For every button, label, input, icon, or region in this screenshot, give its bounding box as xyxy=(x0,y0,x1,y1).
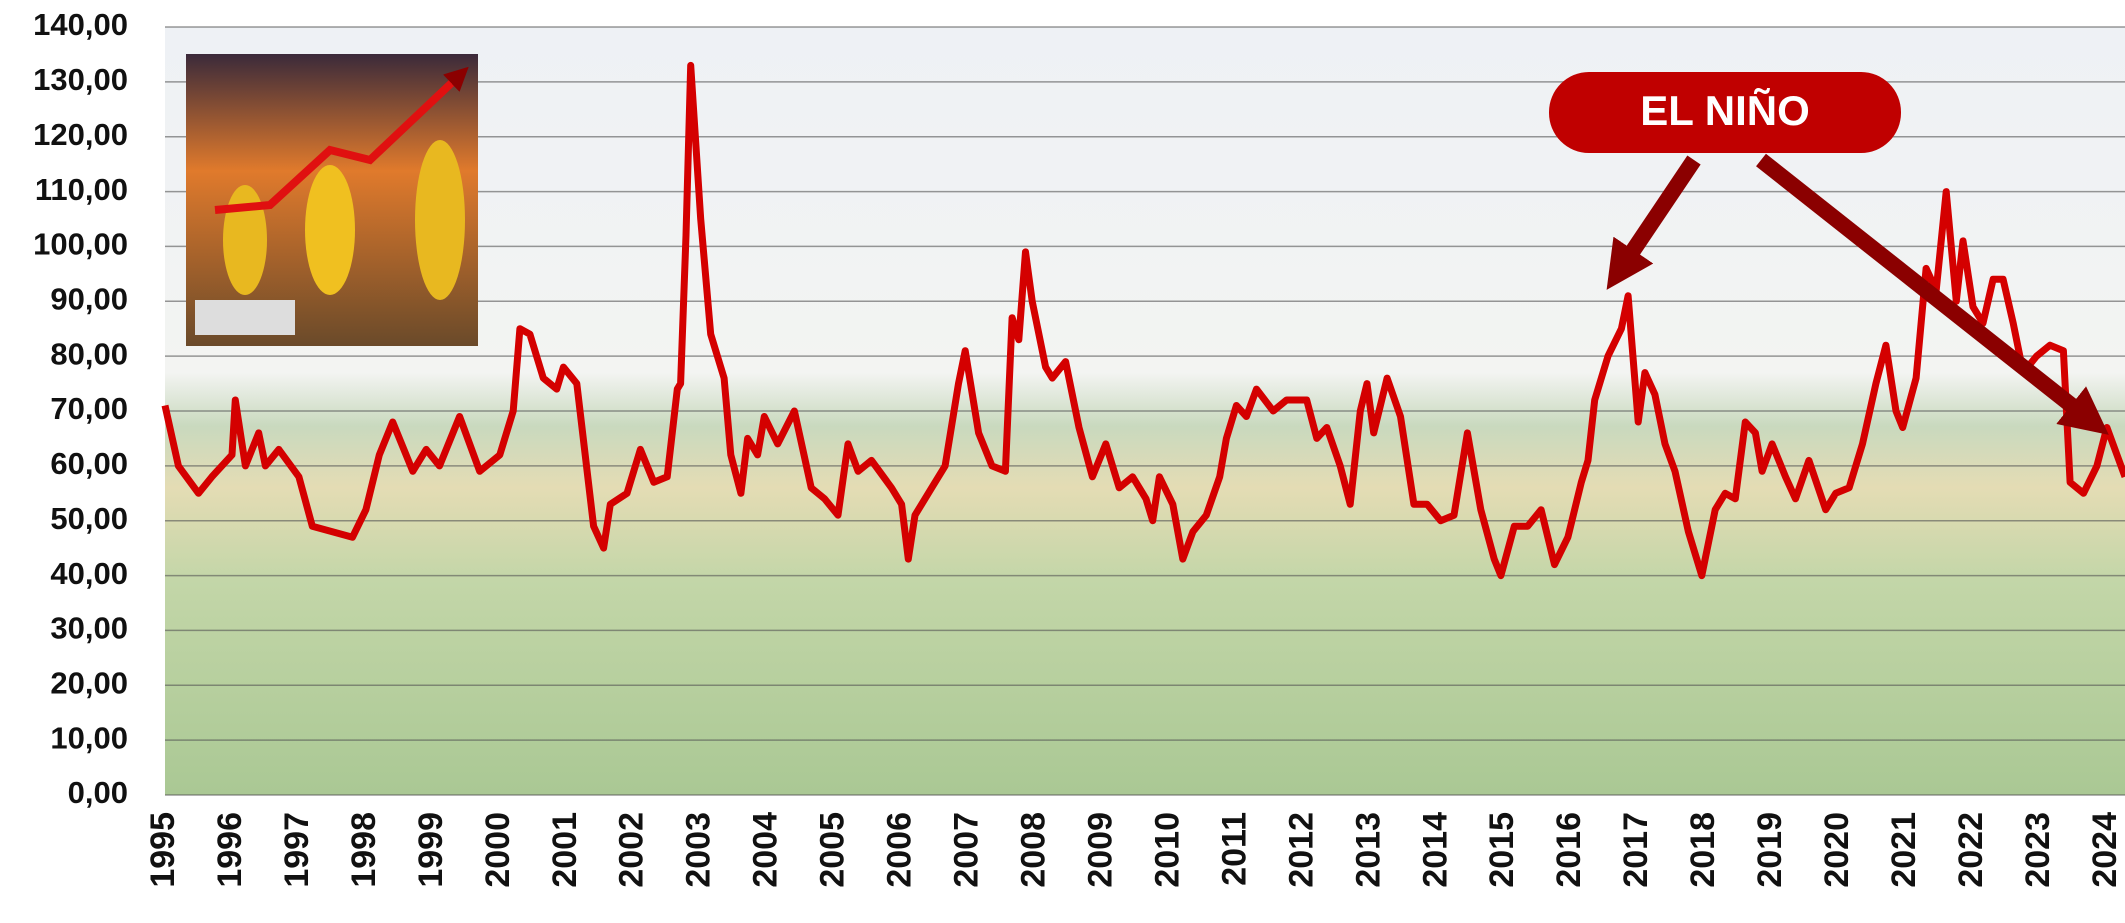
x-tick-label: 2023 xyxy=(2019,812,2057,888)
x-tick-label: 2011 xyxy=(1215,812,1253,886)
y-tick-label: 0,00 xyxy=(68,775,128,810)
x-tick-label: 2006 xyxy=(881,812,919,888)
x-tick-label: 2010 xyxy=(1148,812,1186,888)
x-tick-label: 2016 xyxy=(1550,812,1588,888)
annotation-label: EL NIÑO xyxy=(1640,87,1810,134)
x-tick-label: 1996 xyxy=(211,812,249,888)
x-tick-label: 1995 xyxy=(144,812,182,888)
price-line xyxy=(161,61,2125,580)
x-tick-label: 2013 xyxy=(1349,812,1387,888)
y-tick-label: 90,00 xyxy=(50,281,128,316)
x-tick-label: 2008 xyxy=(1015,812,1053,888)
y-tick-label: 140,00 xyxy=(33,7,128,42)
inset-illustration xyxy=(186,54,478,346)
y-tick-label: 70,00 xyxy=(50,391,128,426)
y-tick-label: 50,00 xyxy=(50,501,128,536)
y-tick-label: 130,00 xyxy=(33,62,128,97)
y-tick-label: 60,00 xyxy=(50,446,128,481)
x-tick-label: 2024 xyxy=(2086,812,2124,888)
x-tick-label: 2003 xyxy=(680,812,718,888)
x-tick-label: 2020 xyxy=(1818,812,1856,888)
y-tick-label: 100,00 xyxy=(33,227,128,262)
x-tick-label: 1998 xyxy=(345,812,383,888)
x-tick-label: 2014 xyxy=(1416,812,1454,888)
x-tick-label: 2017 xyxy=(1617,812,1655,888)
x-tick-label: 2000 xyxy=(479,812,517,888)
x-tick-label: 2018 xyxy=(1684,812,1722,888)
x-tick-label: 2009 xyxy=(1081,812,1119,888)
x-tick-label: 2022 xyxy=(1952,812,1990,888)
y-tick-label: 80,00 xyxy=(50,336,128,371)
x-tick-label: 2019 xyxy=(1751,812,1789,888)
x-tick-label: 2005 xyxy=(814,812,852,888)
x-tick-label: 1999 xyxy=(412,812,450,888)
y-tick-label: 30,00 xyxy=(50,611,128,646)
x-tick-label: 2015 xyxy=(1483,812,1521,888)
x-tick-label: 2001 xyxy=(546,812,584,888)
y-tick-label: 20,00 xyxy=(50,665,128,700)
y-tick-label: 120,00 xyxy=(33,117,128,152)
x-tick-label: 2012 xyxy=(1282,812,1320,888)
x-tick-label: 2021 xyxy=(1885,812,1923,888)
x-tick-label: 1997 xyxy=(278,812,316,888)
annotation: EL NIÑO xyxy=(1549,72,2109,435)
y-tick-label: 10,00 xyxy=(50,720,128,755)
y-tick-label: 110,00 xyxy=(35,172,128,207)
x-tick-label: 2004 xyxy=(747,812,785,888)
y-tick-label: 40,00 xyxy=(50,556,128,591)
x-tick-label: 2007 xyxy=(948,812,986,888)
x-tick-label: 2002 xyxy=(613,812,651,888)
